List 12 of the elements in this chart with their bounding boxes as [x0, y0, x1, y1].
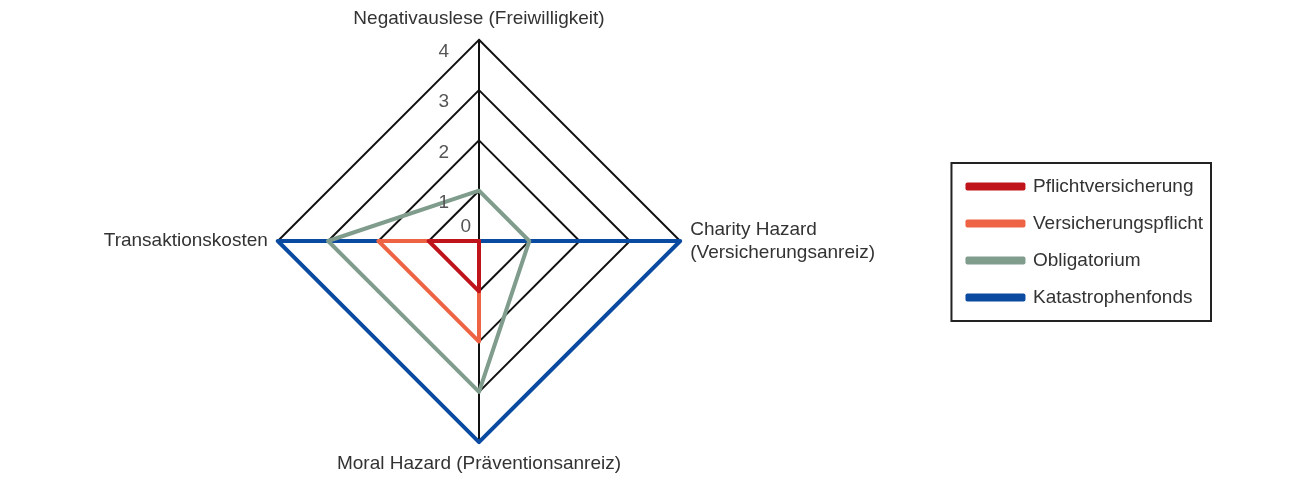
- spoke-label: Charity Hazard (Versicherungsanreiz): [690, 217, 876, 262]
- y-tick-label: 4: [438, 40, 450, 62]
- legend-label: Pflichtversicherung: [1032, 174, 1194, 196]
- y-tick-label: 0: [460, 215, 471, 237]
- spoke-label: Transaktionskosten: [103, 229, 268, 251]
- legend-label: Versicherungspflicht: [1032, 211, 1204, 233]
- legend-label: Katastrophenfonds: [1032, 285, 1193, 307]
- spoke-label: Moral Hazard (Präventionsanreiz): [336, 451, 622, 473]
- legend-label: Obligatorium: [1032, 248, 1141, 270]
- spoke-label: Negativauslese (Freiwilligkeit): [353, 6, 605, 28]
- y-tick-label: 2: [438, 140, 449, 162]
- y-tick-label: 3: [438, 90, 449, 112]
